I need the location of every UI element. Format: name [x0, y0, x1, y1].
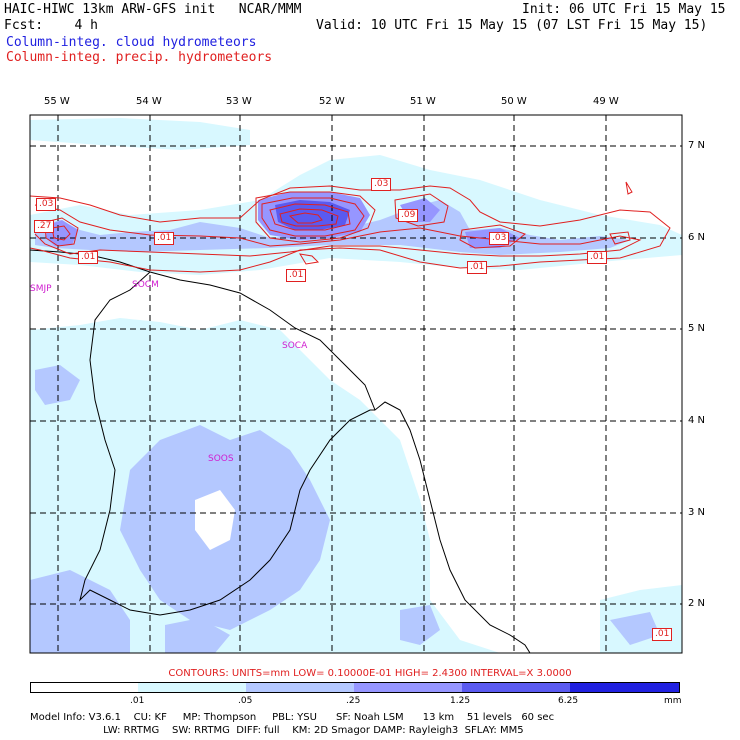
- contour-label: .03: [371, 178, 392, 191]
- lon-label: 49 W: [593, 96, 619, 107]
- coastline: [30, 249, 531, 653]
- colorbar-tick: .25: [346, 696, 361, 706]
- colorbar-segment: [354, 682, 462, 693]
- cloud-band-light: [30, 118, 250, 150]
- station-label: SOCA: [282, 341, 308, 351]
- model-info-line2: LW: RRTMG SW: RRTMG DIFF: full KM: 2D Sm…: [30, 725, 524, 736]
- lat-label: 4 N: [688, 415, 706, 426]
- contour-label: .27: [34, 220, 55, 233]
- cloud-fill-medium: [610, 612, 660, 645]
- colorbar-segment: [246, 682, 354, 693]
- contour-label: .09: [398, 209, 419, 222]
- station-label: SOCM: [132, 280, 159, 290]
- cloud-fill-medium: [195, 490, 235, 550]
- colorbar-segment: [570, 682, 680, 693]
- station-label: SOOS: [208, 454, 234, 464]
- colorbar-tick: 6.25: [558, 696, 579, 706]
- contour-label: .01: [154, 232, 175, 245]
- colorbar-tick: 1.25: [450, 696, 471, 706]
- lat-label: 5 N: [688, 323, 706, 334]
- field-label-precip: Column-integ. precip. hydrometeors: [6, 50, 273, 65]
- lon-label: 50 W: [501, 96, 527, 107]
- colorbar-units: mm: [664, 696, 682, 706]
- cloud-fill-medium: [30, 570, 130, 653]
- lon-label: 53 W: [226, 96, 252, 107]
- forecast-hour: Fcst: 4 h: [4, 18, 98, 33]
- cloud-fill-medium: [165, 618, 230, 653]
- contour-label: .01: [286, 269, 307, 282]
- lon-label: 52 W: [319, 96, 345, 107]
- contour-label: .03: [489, 232, 510, 245]
- lon-label: 54 W: [136, 96, 162, 107]
- colorbar-segment: [138, 682, 246, 693]
- lat-lon-grid: [30, 115, 682, 653]
- contour-label: .03: [36, 198, 57, 211]
- colorbar-segment: [30, 682, 138, 693]
- lat-label: 6 N: [688, 232, 706, 243]
- contour-label: .01: [467, 261, 488, 274]
- field-label-cloud: Column-integ. cloud hydrometeors: [6, 35, 257, 50]
- colorbar-segment: [462, 682, 570, 693]
- valid-time: Valid: 10 UTC Fri 15 May 15 (07 LST Fri …: [316, 18, 708, 33]
- init-time: Init: 06 UTC Fri 15 May 15: [522, 2, 726, 17]
- lat-label: 2 N: [688, 598, 706, 609]
- map-frame: [29, 114, 683, 654]
- colorbar: [30, 682, 680, 693]
- cloud-band-dark: [275, 200, 350, 230]
- lat-label: 3 N: [688, 507, 706, 518]
- colorbar-tick: .01: [130, 696, 145, 706]
- lon-label: 55 W: [44, 96, 70, 107]
- contour-label: .01: [587, 251, 608, 264]
- station-label: SMJP: [30, 284, 52, 294]
- contour-info: CONTOURS: UNITS=mm LOW= 0.10000E-01 HIGH…: [168, 668, 572, 679]
- plot-title: HAIC-HIWC 13km ARW-GFS init NCAR/MMM: [4, 2, 302, 17]
- model-info-line1: Model Info: V3.6.1 CU: KF MP: Thompson P…: [30, 712, 555, 723]
- lon-label: 51 W: [410, 96, 436, 107]
- colorbar-tick: .05: [238, 696, 253, 706]
- contour-label: .01: [78, 251, 99, 264]
- contour-label: .01: [652, 628, 673, 641]
- cloud-fill-medium: [400, 605, 440, 645]
- lat-label: 7 N: [688, 140, 706, 151]
- precip-contours: [30, 181, 671, 273]
